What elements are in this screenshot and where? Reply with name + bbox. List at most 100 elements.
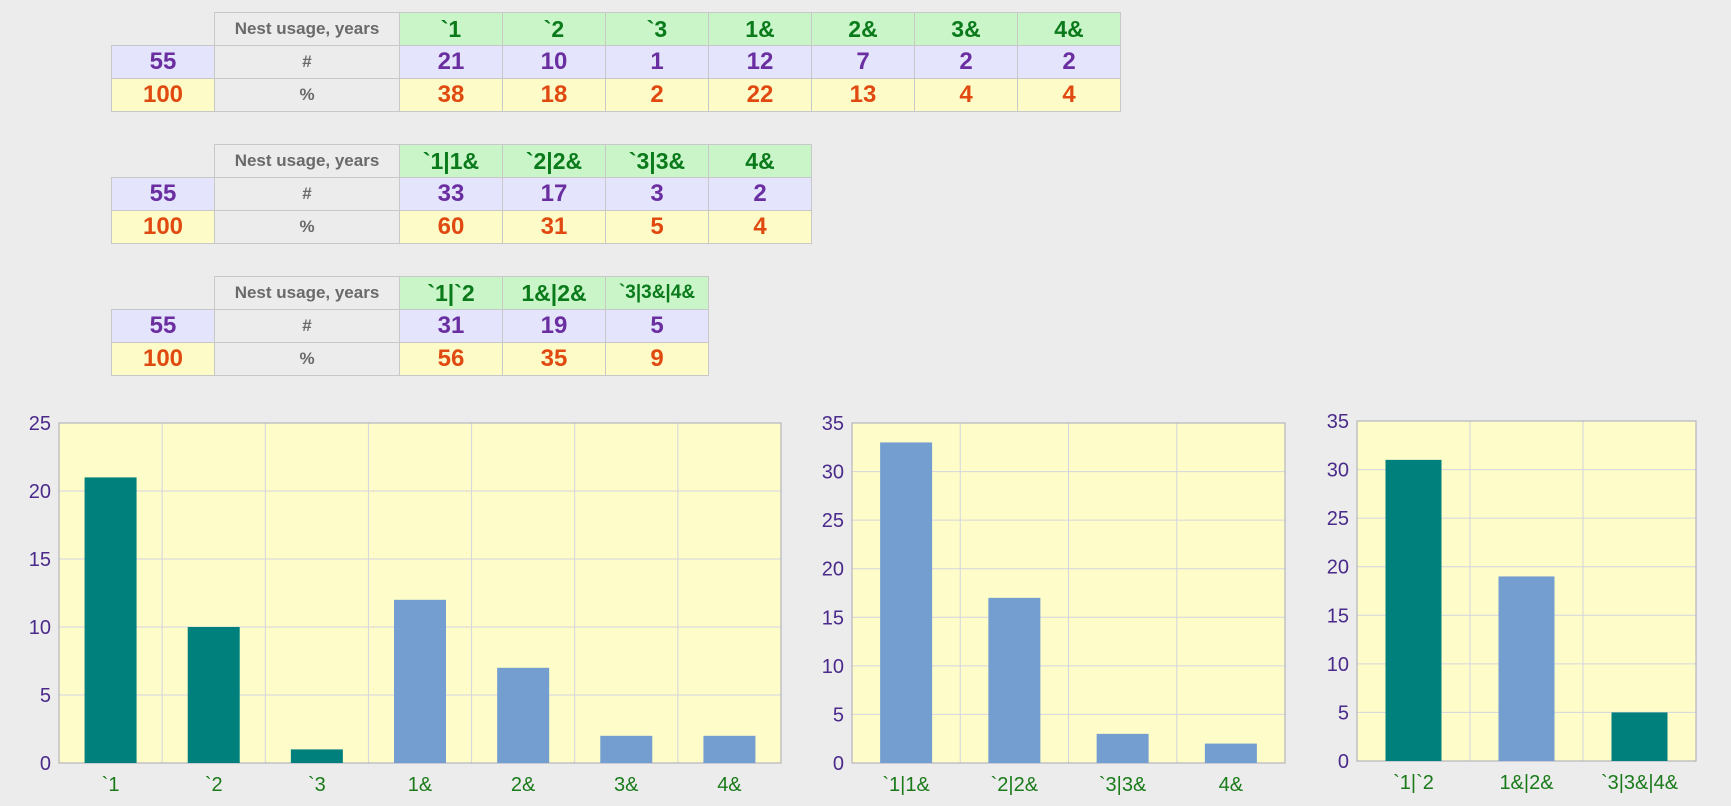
y-tick-label: 10 [1327, 654, 1349, 676]
y-tick-label: 10 [822, 656, 844, 678]
count-cell: 21 [399, 45, 503, 79]
count-row-label: # [214, 177, 400, 211]
column-header: 3& [914, 12, 1018, 46]
percent-cell: 4 [708, 210, 812, 244]
count-cell: 33 [399, 177, 503, 211]
column-header: `1|1& [399, 144, 503, 178]
y-tick-label: 35 [822, 413, 844, 435]
bar [497, 667, 550, 763]
x-tick-label: 2& [511, 774, 536, 796]
percent-cell: 56 [399, 342, 503, 376]
bar [880, 442, 933, 763]
y-tick-label: 20 [822, 559, 844, 581]
y-tick-label: 5 [1338, 702, 1349, 724]
percent-cell: 4 [1017, 78, 1121, 112]
count-row-label: # [214, 309, 400, 343]
row-label-header: Nest usage, years [214, 276, 400, 310]
total-count-cell: 55 [111, 45, 215, 79]
row-label-header: Nest usage, years [214, 12, 400, 46]
percent-row-label: % [214, 342, 400, 376]
x-tick-label: 3& [614, 774, 639, 796]
x-tick-label: 1& [408, 774, 433, 796]
column-header: `2|2& [502, 144, 606, 178]
nest-usage-table-3: Nest usage, years `1|`2 1&|2& `3|3&|4& 5… [111, 276, 709, 376]
percent-cell: 22 [708, 78, 812, 112]
x-tick-label: `3 [308, 774, 326, 796]
y-tick-label: 20 [29, 481, 51, 503]
total-percent-cell: 100 [111, 342, 215, 376]
y-tick-label: 10 [29, 617, 51, 639]
bar-chart-combined-3: 0 5 10 15 20 25 30 35 `1|`2 1&|2& `3|3&|4& [1327, 411, 1697, 794]
total-count-cell: 55 [111, 177, 215, 211]
column-header: 4& [1017, 12, 1121, 46]
column-header: `1|`2 [399, 276, 503, 310]
y-tick-label: 30 [822, 462, 844, 484]
y-tick-label: 0 [40, 753, 51, 775]
bar [703, 735, 756, 763]
y-tick-label: 5 [833, 704, 844, 726]
percent-cell: 35 [502, 342, 606, 376]
column-header: `2 [502, 12, 606, 46]
total-count-cell: 55 [111, 309, 215, 343]
percent-row-label: % [214, 210, 400, 244]
percent-cell: 18 [502, 78, 606, 112]
y-tick-label: 20 [1327, 557, 1349, 579]
bar [1385, 459, 1442, 761]
bar [84, 477, 137, 763]
percent-cell: 13 [811, 78, 915, 112]
y-tick-label: 5 [40, 685, 51, 707]
y-tick-label: 25 [822, 510, 844, 532]
y-tick-label: 0 [833, 753, 844, 775]
count-cell: 12 [708, 45, 812, 79]
count-cell: 1 [605, 45, 709, 79]
count-cell: 2 [914, 45, 1018, 79]
count-cell: 17 [502, 177, 606, 211]
blank-cell [112, 145, 215, 178]
count-cell: 5 [605, 309, 709, 343]
percent-cell: 5 [605, 210, 709, 244]
total-percent-cell: 100 [111, 210, 215, 244]
count-cell: 3 [605, 177, 709, 211]
percent-cell: 2 [605, 78, 709, 112]
bar [290, 749, 343, 763]
count-cell: 31 [399, 309, 503, 343]
percent-cell: 38 [399, 78, 503, 112]
percent-cell: 60 [399, 210, 503, 244]
column-header: `1 [399, 12, 503, 46]
y-tick-label: 15 [29, 549, 51, 571]
x-tick-label: 1&|2& [1499, 772, 1554, 794]
nest-usage-table-2: Nest usage, years `1|1& `2|2& `3|3& 4& 5… [111, 144, 812, 244]
y-tick-label: 15 [1327, 605, 1349, 627]
bar [1204, 743, 1257, 763]
blank-cell [112, 13, 215, 46]
percent-row-label: % [214, 78, 400, 112]
count-cell: 2 [1017, 45, 1121, 79]
bar-chart-combined-4: 0 5 10 15 20 25 30 35 `1|1& `2|2& `3|3& 4& [822, 413, 1286, 796]
bar [1498, 576, 1555, 761]
count-row-label: # [214, 45, 400, 79]
column-header: `3|3&|4& [605, 276, 709, 310]
bar [187, 627, 240, 763]
bar [394, 599, 446, 763]
column-header: `3|3& [605, 144, 709, 178]
column-header: 2& [811, 12, 915, 46]
bar-chart-years: 0 5 10 15 20 25 `1 `2 `3 1& 2& 3& 4& [29, 413, 782, 796]
y-tick-label: 30 [1327, 460, 1349, 482]
column-header: 4& [708, 144, 812, 178]
count-cell: 19 [502, 309, 606, 343]
row-label-header: Nest usage, years [214, 144, 400, 178]
percent-cell: 9 [605, 342, 709, 376]
percent-cell: 31 [502, 210, 606, 244]
nest-usage-table-1: Nest usage, years `1 `2 `3 1& 2& 3& 4& 5… [111, 12, 1121, 112]
y-tick-label: 25 [29, 413, 51, 435]
x-tick-label: `3|3&|4& [1601, 772, 1679, 794]
percent-cell: 4 [914, 78, 1018, 112]
x-tick-label: `2|2& [991, 774, 1039, 796]
bar [1611, 712, 1668, 761]
bar [600, 735, 653, 763]
column-header: 1&|2& [502, 276, 606, 310]
x-tick-label: `1|`2 [1393, 772, 1434, 794]
x-tick-label: `1|1& [882, 774, 930, 796]
bar [1096, 733, 1149, 763]
count-cell: 2 [708, 177, 812, 211]
